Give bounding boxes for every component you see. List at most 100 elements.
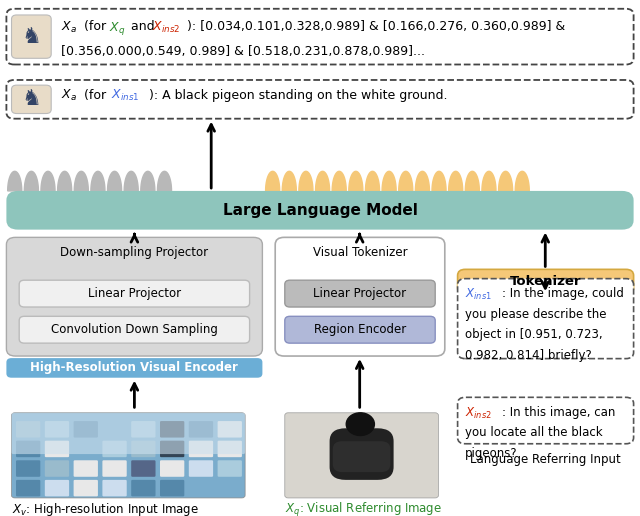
Polygon shape bbox=[24, 171, 38, 191]
FancyBboxPatch shape bbox=[218, 460, 242, 477]
Text: Linear Projector: Linear Projector bbox=[88, 287, 181, 300]
Polygon shape bbox=[316, 171, 330, 191]
FancyBboxPatch shape bbox=[45, 460, 69, 477]
FancyBboxPatch shape bbox=[45, 421, 69, 438]
Text: : In the image, could: : In the image, could bbox=[502, 287, 623, 300]
FancyBboxPatch shape bbox=[102, 441, 127, 457]
Text: pigeons?: pigeons? bbox=[465, 447, 518, 460]
FancyBboxPatch shape bbox=[218, 441, 242, 457]
FancyBboxPatch shape bbox=[285, 413, 438, 498]
Polygon shape bbox=[465, 171, 479, 191]
FancyBboxPatch shape bbox=[285, 280, 435, 307]
Text: object in [0.951, 0.723,: object in [0.951, 0.723, bbox=[465, 328, 603, 341]
Text: ): A black pigeon standing on the white ground.: ): A black pigeon standing on the white … bbox=[149, 89, 447, 102]
FancyBboxPatch shape bbox=[19, 316, 250, 343]
Polygon shape bbox=[8, 171, 22, 191]
Polygon shape bbox=[299, 171, 313, 191]
FancyBboxPatch shape bbox=[74, 441, 98, 457]
Text: $X_{ins1}$: $X_{ins1}$ bbox=[111, 88, 139, 103]
Polygon shape bbox=[157, 171, 172, 191]
Text: Convolution Down Sampling: Convolution Down Sampling bbox=[51, 323, 218, 336]
Text: $X_{ins2}$: $X_{ins2}$ bbox=[152, 20, 180, 35]
Text: $X_q$: Visual Referring Image: $X_q$: Visual Referring Image bbox=[285, 501, 442, 516]
Text: High-Resolution Visual Encoder: High-Resolution Visual Encoder bbox=[31, 361, 238, 375]
FancyBboxPatch shape bbox=[131, 421, 156, 438]
Text: $X_{ins1}$: $X_{ins1}$ bbox=[465, 287, 492, 302]
Polygon shape bbox=[332, 171, 346, 191]
FancyBboxPatch shape bbox=[131, 460, 156, 477]
Polygon shape bbox=[141, 171, 155, 191]
FancyBboxPatch shape bbox=[12, 413, 245, 454]
Polygon shape bbox=[415, 171, 429, 191]
FancyBboxPatch shape bbox=[45, 480, 69, 496]
Polygon shape bbox=[365, 171, 380, 191]
Text: Region Encoder: Region Encoder bbox=[314, 323, 406, 336]
Text: $X_q$: $X_q$ bbox=[109, 20, 125, 37]
Polygon shape bbox=[41, 171, 55, 191]
FancyBboxPatch shape bbox=[19, 280, 250, 307]
Polygon shape bbox=[282, 171, 296, 191]
FancyBboxPatch shape bbox=[74, 421, 98, 438]
Text: : In this image, can: : In this image, can bbox=[502, 406, 615, 418]
FancyBboxPatch shape bbox=[74, 480, 98, 496]
Text: $X_a$: $X_a$ bbox=[61, 20, 77, 35]
Polygon shape bbox=[399, 171, 413, 191]
FancyBboxPatch shape bbox=[333, 441, 390, 472]
Text: $X_a$: $X_a$ bbox=[61, 88, 77, 103]
Text: [0.356,0.000,0.549, 0.989] & [0.518,0.231,0.878,0.989]...: [0.356,0.000,0.549, 0.989] & [0.518,0.23… bbox=[61, 45, 425, 58]
FancyBboxPatch shape bbox=[218, 421, 242, 438]
FancyBboxPatch shape bbox=[189, 460, 213, 477]
FancyBboxPatch shape bbox=[458, 279, 634, 359]
FancyBboxPatch shape bbox=[16, 421, 40, 438]
Text: (for: (for bbox=[80, 89, 110, 102]
FancyBboxPatch shape bbox=[6, 9, 634, 64]
FancyBboxPatch shape bbox=[458, 397, 634, 444]
Text: 0.982, 0.814] briefly?: 0.982, 0.814] briefly? bbox=[465, 349, 592, 362]
FancyBboxPatch shape bbox=[45, 441, 69, 457]
FancyBboxPatch shape bbox=[131, 441, 156, 457]
FancyBboxPatch shape bbox=[458, 269, 634, 294]
FancyBboxPatch shape bbox=[12, 15, 51, 58]
Text: ♞: ♞ bbox=[21, 27, 42, 46]
Polygon shape bbox=[382, 171, 396, 191]
Polygon shape bbox=[74, 171, 88, 191]
FancyBboxPatch shape bbox=[12, 85, 51, 114]
Text: and: and bbox=[127, 20, 158, 33]
FancyBboxPatch shape bbox=[16, 460, 40, 477]
FancyBboxPatch shape bbox=[160, 480, 184, 496]
Text: Linear Projector: Linear Projector bbox=[314, 287, 406, 300]
FancyBboxPatch shape bbox=[6, 237, 262, 356]
FancyBboxPatch shape bbox=[275, 237, 445, 356]
FancyBboxPatch shape bbox=[16, 441, 40, 457]
FancyBboxPatch shape bbox=[6, 80, 634, 119]
Polygon shape bbox=[449, 171, 463, 191]
Polygon shape bbox=[124, 171, 138, 191]
Polygon shape bbox=[482, 171, 496, 191]
FancyBboxPatch shape bbox=[16, 480, 40, 496]
Text: you locate all the black: you locate all the black bbox=[465, 426, 603, 439]
FancyBboxPatch shape bbox=[12, 413, 245, 498]
FancyBboxPatch shape bbox=[102, 421, 127, 438]
Text: $X_{ins2}$: $X_{ins2}$ bbox=[465, 406, 492, 421]
Text: Down-sampling Projector: Down-sampling Projector bbox=[60, 246, 209, 259]
Polygon shape bbox=[58, 171, 72, 191]
FancyBboxPatch shape bbox=[6, 191, 634, 230]
FancyBboxPatch shape bbox=[218, 480, 242, 496]
FancyBboxPatch shape bbox=[189, 441, 213, 457]
FancyBboxPatch shape bbox=[160, 421, 184, 438]
Text: (for: (for bbox=[80, 20, 110, 33]
Text: ): [0.034,0.101,0.328,0.989] & [0.166,0.276, 0.360,0.989] &: ): [0.034,0.101,0.328,0.989] & [0.166,0.… bbox=[187, 20, 565, 33]
Polygon shape bbox=[266, 171, 280, 191]
Text: $X_v$: High-resolution Input Image: $X_v$: High-resolution Input Image bbox=[12, 501, 198, 516]
Text: Large Language Model: Large Language Model bbox=[223, 203, 417, 218]
Text: you please describe the: you please describe the bbox=[465, 308, 607, 320]
Polygon shape bbox=[515, 171, 529, 191]
FancyBboxPatch shape bbox=[6, 358, 262, 378]
Polygon shape bbox=[349, 171, 363, 191]
Polygon shape bbox=[499, 171, 513, 191]
Text: Tokenizer: Tokenizer bbox=[510, 275, 581, 288]
Polygon shape bbox=[91, 171, 105, 191]
FancyBboxPatch shape bbox=[189, 421, 213, 438]
FancyBboxPatch shape bbox=[285, 316, 435, 343]
FancyBboxPatch shape bbox=[160, 460, 184, 477]
